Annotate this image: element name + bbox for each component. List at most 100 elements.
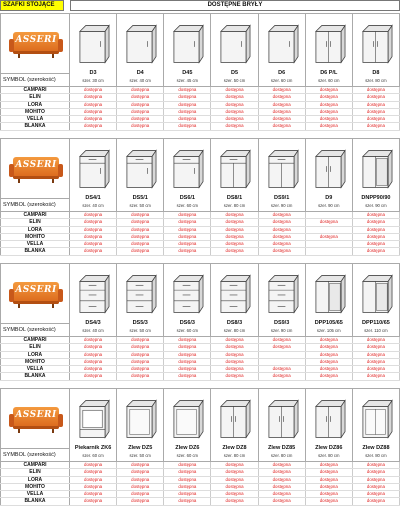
product-symbol: Zlew DZ6 bbox=[175, 445, 200, 451]
availability-cell: dostępna bbox=[117, 476, 165, 483]
availability-cell: dostępna bbox=[306, 116, 353, 123]
product-width: szer. 80 cm bbox=[365, 453, 387, 458]
collection-name: ELIN bbox=[0, 344, 70, 351]
availability-table: CAMPARI dostępna dostępna dostępna dostępna d… bbox=[0, 462, 400, 506]
availability-cell: dostępna bbox=[117, 94, 165, 101]
product-header-row: Piekarnik ZK6 szer. 60 cm Zlew DZ5 szer. 50… bbox=[70, 388, 400, 462]
product-column: Zlew DZ8 szer. 80 cm bbox=[211, 388, 259, 462]
product-column: DS6/1 szer. 60 cm bbox=[164, 138, 212, 212]
cabinet-drawers-icon bbox=[218, 273, 252, 315]
availability-cell: dostępna bbox=[211, 373, 259, 380]
product-symbol: D9 bbox=[325, 195, 333, 201]
availability-cell: dostępna bbox=[259, 498, 306, 505]
collection-name: CAMPARI bbox=[0, 462, 70, 469]
collection-name: BLANKA bbox=[0, 248, 70, 255]
availability-cell: dostępna bbox=[164, 94, 212, 101]
availability-cell: dostępna bbox=[117, 366, 165, 373]
availability-cell: dostępna bbox=[70, 476, 118, 483]
availability-cell: dostępna bbox=[117, 248, 165, 255]
product-column: Zlew DZ85 szer. 80 cm bbox=[258, 388, 306, 462]
sofa-logo-icon: ASSERI bbox=[9, 282, 63, 308]
availability-cell: dostępna bbox=[211, 491, 259, 498]
availability-cell: dostępna bbox=[164, 212, 212, 219]
availability-cell: dostępna bbox=[117, 344, 165, 351]
collection-name: BLANKA bbox=[0, 373, 70, 380]
product-width: szer. 60 cm bbox=[176, 453, 199, 458]
availability-cell bbox=[306, 212, 353, 219]
collection-name: LORA bbox=[0, 351, 70, 358]
availability-cell: dostępna bbox=[117, 101, 165, 108]
availability-cell: dostępna bbox=[211, 498, 259, 505]
availability-cell: dostępna bbox=[164, 469, 212, 476]
product-symbol: DS8/1 bbox=[226, 195, 243, 201]
availability-cell: dostępna bbox=[70, 498, 118, 505]
table-row: CAMPARI dostępna dostępna dostępna dostępna d… bbox=[0, 212, 400, 220]
availability-cell: dostępna bbox=[306, 469, 353, 476]
product-width: szer. 50 cm bbox=[129, 328, 151, 333]
availability-cell: dostępna bbox=[353, 212, 400, 219]
logo-cell: ASSERI bbox=[0, 263, 70, 324]
product-width: szer. 80 cm bbox=[270, 453, 293, 458]
product-column: Zlew DZ6 szer. 60 cm bbox=[164, 388, 212, 462]
availability-cell: dostępna bbox=[164, 498, 212, 505]
availability-cell: dostępna bbox=[306, 358, 353, 366]
product-column: D9 szer. 90 cm bbox=[305, 138, 353, 212]
brand-name: ASSERI bbox=[15, 410, 57, 420]
product-width: szer. 40 cm bbox=[82, 203, 104, 208]
availability-cell: dostępna bbox=[164, 219, 212, 226]
availability-cell: dostępna bbox=[259, 108, 306, 116]
availability-cell: dostępna bbox=[211, 123, 259, 130]
section-4: ASSERI SYMBOL (szerokość) Piekarnik ZK6 sze… bbox=[0, 388, 400, 506]
availability-cell: dostępna bbox=[70, 344, 118, 351]
product-symbol: D5 bbox=[230, 70, 238, 76]
availability-cell: dostępna bbox=[353, 101, 400, 108]
availability-cell: dostępna bbox=[211, 469, 259, 476]
availability-cell: dostępna bbox=[211, 344, 259, 351]
cabinet-drawer-door-icon bbox=[77, 148, 110, 190]
availability-cell: dostępna bbox=[306, 462, 353, 469]
collection-name: BLANKA bbox=[0, 123, 70, 130]
availability-cell: dostępna bbox=[164, 366, 212, 373]
cabinet-drawers-icon bbox=[171, 273, 205, 315]
availability-cell: dostępna bbox=[70, 337, 118, 344]
availability-cell: dostępna bbox=[353, 462, 400, 469]
availability-cell: dostępna bbox=[117, 373, 165, 380]
availability-cell bbox=[259, 358, 306, 366]
product-symbol: DS8/3 bbox=[226, 320, 243, 326]
availability-cell: dostępna bbox=[117, 483, 165, 491]
product-column: DS5/3 szer. 50 cm bbox=[117, 263, 165, 337]
availability-cell: dostępna bbox=[70, 373, 118, 380]
availability-cell: dostępna bbox=[306, 344, 353, 351]
availability-cell: dostępna bbox=[353, 248, 400, 255]
availability-cell: dostępna bbox=[117, 491, 165, 498]
brand-name: ASSERI bbox=[15, 285, 57, 295]
availability-cell: dostępna bbox=[211, 366, 259, 373]
product-symbol: DNPP90/90 bbox=[361, 195, 391, 201]
availability-cell: dostępna bbox=[164, 351, 212, 358]
availability-cell: dostępna bbox=[306, 123, 353, 130]
availability-cell: dostępna bbox=[353, 358, 400, 366]
product-column: Piekarnik ZK6 szer. 60 cm bbox=[70, 388, 118, 462]
collection-name: LORA bbox=[0, 226, 70, 233]
availability-cell: dostępna bbox=[70, 462, 118, 469]
cabinet-two-door-icon bbox=[313, 23, 346, 65]
availability-cell: dostępna bbox=[164, 233, 212, 241]
product-symbol: DS5/1 bbox=[132, 195, 148, 201]
product-symbol: Zlew DZ88 bbox=[362, 445, 390, 451]
availability-cell: dostępna bbox=[164, 108, 212, 116]
product-width: szer. 50 cm bbox=[129, 203, 151, 208]
availability-cell: dostępna bbox=[353, 219, 400, 226]
availability-cell: dostępna bbox=[353, 94, 400, 101]
availability-cell: dostępna bbox=[211, 483, 259, 491]
product-column: Zlew DZ5 szer. 50 cm bbox=[117, 388, 165, 462]
availability-cell: dostępna bbox=[211, 87, 259, 94]
product-width: szer. 60 cm bbox=[176, 203, 199, 208]
availability-cell: dostępna bbox=[211, 94, 259, 101]
cabinet-one-door-icon bbox=[77, 23, 110, 65]
product-column: DS4/3 szer. 40 cm bbox=[70, 263, 118, 337]
product-width: szer. 50 cm bbox=[223, 78, 246, 83]
availability-cell: dostępna bbox=[306, 219, 353, 226]
product-column: D45 szer. 45 cm bbox=[164, 13, 212, 87]
availability-cell: dostępna bbox=[117, 337, 165, 344]
product-width: szer. 80 cm bbox=[223, 203, 246, 208]
